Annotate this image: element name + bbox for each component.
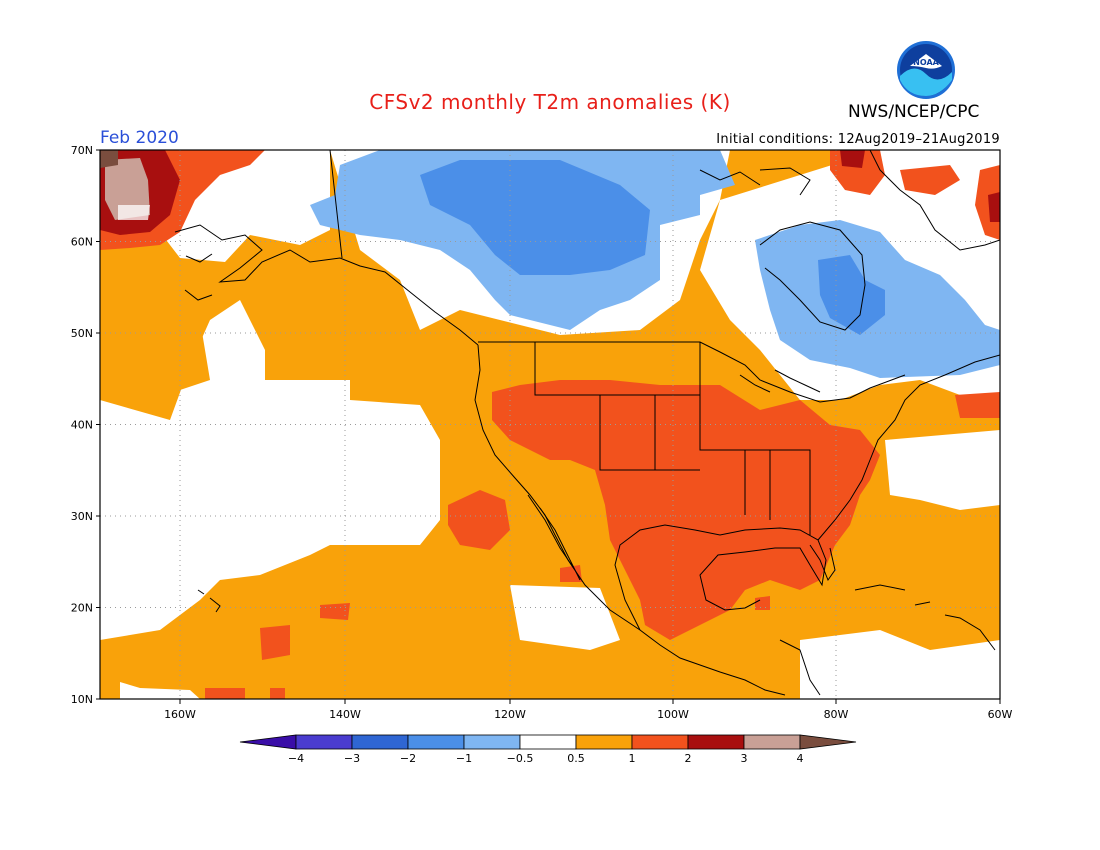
lat-label: 30N: [71, 510, 93, 523]
colorbar-label: −3: [344, 752, 360, 765]
colorbar-swatch: [295, 734, 353, 750]
lat-label: 60N: [71, 236, 93, 249]
colorbar-swatch: [407, 734, 465, 750]
colorbar-label: 2: [685, 752, 692, 765]
lon-ticks: 160W 140W 120W 100W 80W 60W: [164, 699, 1013, 721]
colorbar-label: −1: [456, 752, 472, 765]
colorbar-swatch: [687, 734, 745, 750]
svg-text:NOAA: NOAA: [913, 58, 939, 67]
colorbar-label: −4: [288, 752, 304, 765]
lat-label: 70N: [71, 144, 93, 157]
lon-label: 100W: [657, 708, 689, 721]
forecast-month: Feb 2020: [100, 128, 179, 148]
colorbar-swatch: [519, 734, 577, 750]
lat-label: 20N: [71, 602, 93, 615]
colorbar-label: 1: [629, 752, 636, 765]
colorbar-label: 4: [797, 752, 804, 765]
colorbar: −4 −3 −2 −1 −0.5 0.5 1 2 3 4: [239, 734, 857, 765]
colorbar-label: −0.5: [507, 752, 534, 765]
lon-label: 60W: [988, 708, 1013, 721]
lon-label: 140W: [329, 708, 361, 721]
noaa-logo: NOAA: [896, 40, 956, 100]
colorbar-swatch: [631, 734, 689, 750]
lat-label: 50N: [71, 327, 93, 340]
agency-label: NWS/NCEP/CPC: [848, 102, 980, 122]
colorbar-arrow-high: [799, 734, 857, 750]
lon-label: 160W: [164, 708, 196, 721]
colorbar-swatch: [463, 734, 521, 750]
lat-label: 10N: [71, 693, 93, 706]
lon-label: 80W: [824, 708, 849, 721]
colorbar-label: 0.5: [567, 752, 585, 765]
colorbar-label: −2: [400, 752, 416, 765]
colorbar-label: 3: [741, 752, 748, 765]
colorbar-swatch: [351, 734, 409, 750]
lat-ticks: 70N 60N 50N 40N 30N 20N 10N: [71, 144, 100, 706]
colorbar-arrow-low: [239, 734, 297, 750]
initial-conditions: Initial conditions: 12Aug2019–21Aug2019: [716, 132, 1000, 147]
colorbar-swatch: [743, 734, 801, 750]
lat-label: 40N: [71, 419, 93, 432]
coastlines: [174, 150, 1000, 696]
map-title: CFSv2 monthly T2m anomalies (K): [369, 90, 731, 114]
lon-label: 120W: [494, 708, 526, 721]
colorbar-swatch: [575, 734, 633, 750]
